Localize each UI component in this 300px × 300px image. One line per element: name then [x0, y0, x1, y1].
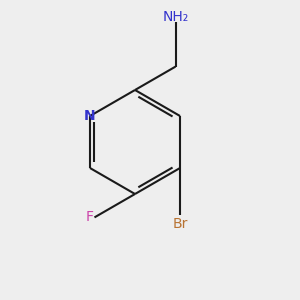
Text: Br: Br	[172, 217, 188, 231]
Text: N: N	[84, 109, 96, 123]
Text: F: F	[85, 210, 94, 224]
Text: NH₂: NH₂	[162, 11, 189, 24]
